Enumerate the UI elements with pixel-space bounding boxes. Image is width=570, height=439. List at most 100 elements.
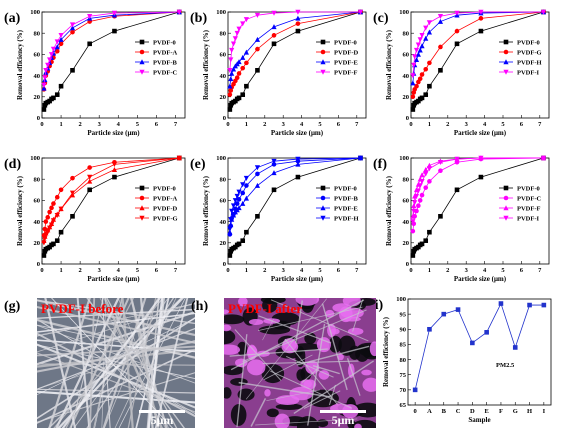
x-tick-label: 7 bbox=[174, 121, 178, 128]
y-tick-label: 80 bbox=[400, 357, 407, 364]
legend-label: PVDF-A bbox=[153, 49, 177, 56]
x-tick-label: 7 bbox=[538, 121, 542, 128]
data-point-PM2.5 bbox=[498, 301, 504, 306]
particle bbox=[264, 389, 271, 397]
data-point-PVDF-H bbox=[234, 193, 240, 199]
data-point-PVDF-E bbox=[227, 229, 233, 235]
data-point-PVDF-0 bbox=[427, 229, 432, 235]
x-tick-label: 2 bbox=[263, 267, 266, 274]
data-point-PVDF-G bbox=[176, 155, 182, 161]
x-tick-label: 4 bbox=[117, 121, 121, 128]
y-axis-title: Removal efficiency (%) bbox=[385, 29, 393, 100]
pore bbox=[224, 365, 244, 376]
legend-label: PVDF-G bbox=[153, 215, 178, 222]
data-point-PVDF-B bbox=[255, 171, 260, 177]
x-tick-label: 5 bbox=[501, 267, 505, 274]
data-point-PVDF-E bbox=[243, 49, 249, 55]
data-point-PVDF-E bbox=[295, 161, 301, 167]
legend-label: PVDF-E bbox=[334, 205, 358, 212]
data-point-PVDF-0 bbox=[244, 229, 249, 235]
fiber bbox=[76, 298, 91, 428]
y-axis-title: Removal efficiency (%) bbox=[16, 175, 24, 246]
legend-marker bbox=[320, 185, 326, 191]
y-tick-label: 85 bbox=[400, 342, 407, 349]
data-point-PVDF-I bbox=[417, 183, 423, 189]
data-point-PVDF-B bbox=[234, 201, 240, 206]
fiber bbox=[55, 298, 120, 428]
photo-content bbox=[37, 298, 195, 428]
data-point-PVDF-G bbox=[69, 190, 76, 196]
legend-label: PVDF-H bbox=[517, 59, 542, 66]
fiber bbox=[303, 390, 341, 409]
data-point-PVDF-I bbox=[415, 188, 421, 194]
data-point-PVDF-H bbox=[413, 57, 420, 62]
y-tick-label: 90 bbox=[400, 326, 407, 333]
data-point-PVDF-I bbox=[411, 62, 417, 68]
x-tick-label: 0 bbox=[414, 408, 417, 415]
y-tick-label: 0 bbox=[223, 261, 226, 268]
legend-marker bbox=[320, 49, 326, 55]
y-tick-label: 70 bbox=[400, 387, 407, 394]
data-point-PVDF-E bbox=[240, 54, 246, 60]
y-tick-label: 40 bbox=[34, 219, 41, 226]
y-tick-label: 0 bbox=[223, 115, 226, 122]
y-tick-label: 0 bbox=[37, 261, 40, 268]
data-point-PVDF-G bbox=[417, 76, 423, 82]
data-point-PVDF-0 bbox=[41, 253, 47, 258]
data-point-PVDF-H bbox=[295, 156, 301, 162]
data-point-PVDF-E bbox=[230, 212, 237, 218]
data-point-PVDF-C bbox=[423, 185, 429, 190]
data-point-PVDF-0 bbox=[438, 214, 443, 219]
x-tick-label: G bbox=[513, 408, 518, 415]
data-point-PVDF-E bbox=[243, 195, 249, 201]
legend-marker bbox=[139, 195, 145, 201]
data-point-PVDF-F bbox=[423, 166, 429, 172]
x-tick-label: 0 bbox=[40, 267, 43, 274]
data-point-PVDF-G bbox=[410, 94, 416, 100]
panel-label: (a) bbox=[4, 11, 21, 26]
legend-label: PVDF-0 bbox=[153, 185, 176, 192]
y-tick-label: 75 bbox=[400, 372, 407, 379]
fiber bbox=[236, 334, 248, 428]
data-point-PVDF-H bbox=[417, 47, 423, 53]
data-point-PVDF-I bbox=[454, 156, 460, 162]
fiber bbox=[37, 303, 195, 336]
fiber bbox=[312, 365, 340, 375]
data-point-PVDF-I bbox=[412, 54, 418, 60]
fiber bbox=[234, 329, 282, 381]
y-tick-label: 100 bbox=[216, 155, 226, 162]
pore bbox=[237, 388, 255, 401]
data-point-PM2.5 bbox=[484, 330, 489, 335]
legend-marker bbox=[503, 39, 509, 45]
x-tick-label: 6 bbox=[337, 121, 341, 128]
fiber bbox=[296, 345, 370, 366]
legend-label: PVDF-G bbox=[517, 49, 542, 56]
data-point-PVDF-H bbox=[415, 51, 421, 57]
data-point-PVDF-F bbox=[229, 47, 235, 53]
particle bbox=[238, 298, 248, 307]
data-point-PVDF-I bbox=[426, 20, 432, 26]
data-point-PVDF-0 bbox=[454, 41, 460, 47]
y-tick-label: 80 bbox=[403, 176, 410, 183]
data-point-PVDF-E bbox=[271, 170, 277, 176]
fiber bbox=[321, 303, 348, 391]
x-axis-title: Sample bbox=[468, 416, 490, 424]
particle bbox=[347, 327, 364, 335]
fiber bbox=[89, 298, 96, 428]
x-tick-label: 3 bbox=[282, 121, 286, 128]
y-tick-label: 20 bbox=[220, 240, 227, 247]
x-tick-label: 6 bbox=[337, 267, 341, 274]
fiber bbox=[262, 318, 274, 341]
data-point-PVDF-B bbox=[69, 25, 76, 31]
fiber bbox=[270, 370, 352, 409]
panel-label: (f) bbox=[373, 157, 387, 172]
x-tick-label: 3 bbox=[282, 267, 286, 274]
y-tick-label: 40 bbox=[220, 73, 227, 80]
particle bbox=[248, 318, 264, 326]
data-point-PVDF-0 bbox=[54, 92, 60, 97]
legend-marker bbox=[503, 49, 509, 55]
data-point-PVDF-I bbox=[478, 155, 484, 161]
data-point-PVDF-I bbox=[540, 155, 547, 161]
legend-label: PVDF-E bbox=[334, 59, 358, 66]
